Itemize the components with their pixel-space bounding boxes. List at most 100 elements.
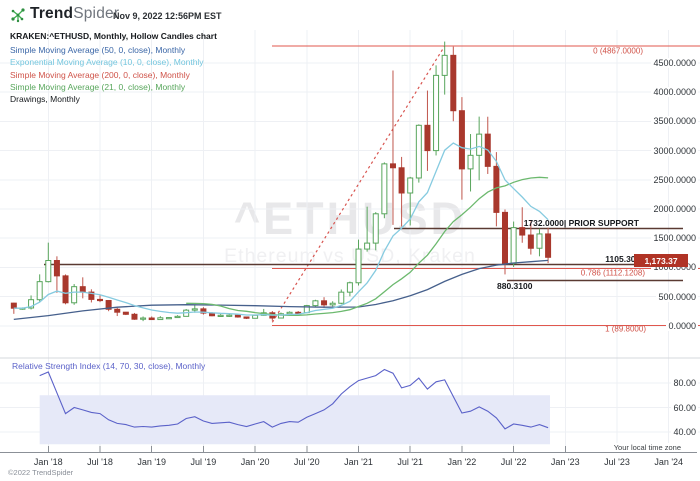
candle-body	[243, 316, 250, 319]
watermark-symbol: ^ETHUSD	[233, 193, 467, 244]
candle-body	[10, 302, 17, 309]
candle-body	[200, 308, 207, 314]
candle-body	[45, 260, 52, 283]
rsi-axis-label: 40.00	[671, 427, 698, 437]
header: TrendSpider Nov 9, 2022 12:56PM EST	[0, 0, 700, 28]
candle-body	[62, 275, 69, 304]
legend-item[interactable]: Exponential Moving Average (10, 0, close…	[10, 57, 204, 67]
price-axis-label: 0.0000	[666, 320, 698, 331]
brand-light: Spider	[73, 5, 120, 22]
legend-item[interactable]: Drawings, Monthly	[10, 94, 80, 104]
candle-body	[355, 248, 362, 284]
sma21-line	[186, 176, 549, 316]
sma50-line	[13, 259, 549, 321]
candle-body	[226, 314, 233, 317]
candle-body	[295, 311, 302, 315]
watermark-description: Ethereum vs USD, Kraken	[224, 245, 476, 267]
chart-timestamp: Nov 9, 2022 12:56PM EST	[113, 11, 222, 21]
candle-body	[148, 317, 155, 321]
price-axis-label: 4500.0000	[651, 58, 698, 68]
price-axis-label: 1000.0000	[651, 262, 698, 273]
candle-body	[88, 291, 95, 300]
candle-body	[157, 317, 164, 321]
legend-item[interactable]: KRAKEN:^ETHUSD, Monthly, Hollow Candles …	[10, 31, 217, 41]
candle-body	[277, 313, 284, 319]
candle-body	[140, 317, 147, 320]
trendspider-logo-icon	[11, 8, 25, 23]
candle-body	[519, 227, 526, 236]
candle-body	[286, 311, 293, 315]
candle-body	[329, 302, 336, 306]
legend-item[interactable]: Simple Moving Average (21, 0, close), Mo…	[10, 82, 186, 92]
price-axis-label: 3000.0000	[651, 145, 698, 156]
price-axis-label: 3500.0000	[651, 116, 698, 127]
candle-body	[441, 54, 448, 76]
rsi-axis-label: 60.00	[671, 402, 698, 413]
candle-body	[217, 314, 224, 317]
prior-support-label: 1732.0000| PRIOR SUPPORT	[523, 217, 639, 228]
candle-body	[545, 233, 552, 258]
candle-body	[114, 308, 121, 313]
time-axis-label: Jan '19	[137, 457, 167, 467]
candle-body	[510, 227, 517, 264]
price-axis-label: 500.0000	[656, 291, 698, 302]
candle-body	[398, 167, 405, 194]
trendline-dashed	[271, 45, 446, 323]
candle-body	[312, 300, 319, 307]
fib-level-1-label: 1 (89.8000)	[605, 324, 646, 334]
candle-body	[536, 233, 543, 249]
candle-body	[174, 315, 181, 319]
ema10-line	[13, 142, 549, 316]
legend-item[interactable]: Simple Moving Average (50, 0, close), Mo…	[10, 45, 186, 55]
rsi-line	[39, 368, 549, 430]
candle-body	[407, 177, 414, 194]
last-price-badge[interactable]: 1,173.37	[634, 254, 688, 267]
candle-body	[191, 308, 198, 311]
candle-body	[424, 124, 431, 152]
candle-body	[321, 300, 328, 306]
time-axis-label: Jan '20	[240, 457, 270, 467]
candle-body	[79, 286, 86, 293]
candle-body	[165, 317, 172, 320]
candle-body	[389, 163, 396, 169]
legend-item[interactable]: Simple Moving Average (200, 0, close), M…	[10, 70, 190, 80]
candle-body	[252, 314, 259, 319]
rsi-band	[39, 395, 551, 445]
candle-body	[234, 314, 241, 318]
time-axis-label: Jul '23	[604, 457, 630, 467]
rsi-axis-label: 80.00	[671, 378, 698, 388]
candle-body	[364, 242, 371, 250]
rsi-indicator-label: Relative Strength Index (14, 70, 30, clo…	[12, 361, 206, 371]
time-axis-label: Jul '18	[87, 457, 113, 467]
candle-body	[53, 260, 60, 277]
candle-body	[415, 124, 422, 179]
time-axis-label: Jan '23	[550, 457, 580, 467]
candle-body	[131, 313, 138, 320]
time-axis-label: Jul '22	[500, 457, 527, 467]
time-axis-label: Jul '21	[397, 457, 424, 467]
time-axis-label: Jan '18	[33, 457, 63, 467]
candle-body	[36, 281, 43, 301]
support-880-label: 880.3100	[497, 281, 533, 291]
price-axis-label: 2500.0000	[651, 174, 698, 185]
candle-body	[476, 133, 483, 156]
candle-body	[122, 311, 129, 315]
candle-body	[346, 282, 353, 293]
copyright-label: ©2022 TrendSpider	[8, 468, 74, 477]
fib-level-786-label: 0.786 (1112.1208)	[580, 268, 645, 277]
candle-body	[433, 74, 440, 152]
candle-body	[28, 299, 35, 309]
candle-body	[105, 300, 112, 310]
timezone-label[interactable]: Your local time zone	[611, 443, 683, 452]
price-axis-label: 1500.0000	[651, 233, 698, 244]
candle-body	[502, 211, 509, 264]
candle-body	[467, 154, 474, 170]
time-axis-label: Jan '22	[447, 457, 477, 467]
trendspider-wordmark[interactable]: TrendSpider	[30, 5, 119, 23]
time-axis-label: Jul '19	[190, 457, 217, 467]
candle-body	[372, 213, 379, 244]
price-axis-label: 2000.0000	[651, 204, 698, 214]
candle-body	[71, 286, 78, 304]
